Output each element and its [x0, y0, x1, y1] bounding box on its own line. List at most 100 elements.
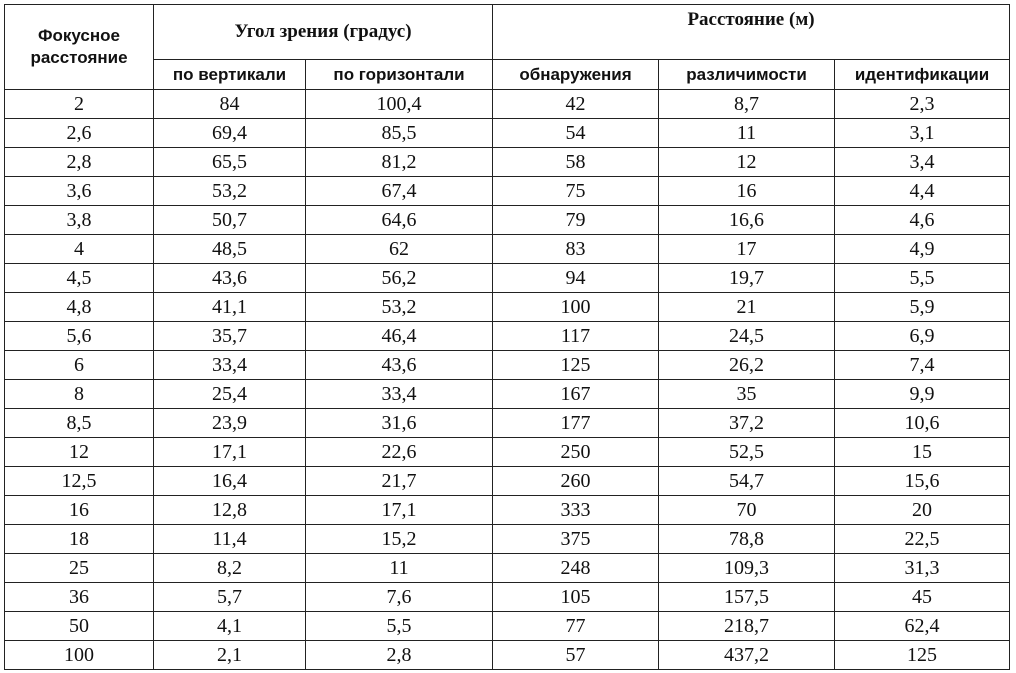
cell-horizontal-angle: 53,2 [304, 292, 494, 322]
cell-identification-distance: 62,4 [834, 611, 1011, 641]
cell-focal-length: 8 [4, 379, 154, 409]
table-row: 4 48,5 62 83 17 4,9 [4, 234, 1011, 264]
cell-detection-distance: 117 [492, 321, 660, 351]
cell-horizontal-angle: 2,8 [304, 640, 494, 670]
cell-horizontal-angle: 17,1 [304, 495, 494, 525]
cell-vertical-angle: 41,1 [153, 292, 306, 322]
cell-detection-distance: 79 [492, 205, 660, 235]
cell-detection-distance: 57 [492, 640, 660, 670]
cell-horizontal-angle: 56,2 [304, 263, 494, 293]
table-row: 2,8 65,5 81,2 58 12 3,4 [4, 147, 1011, 177]
cell-detection-distance: 333 [492, 495, 660, 525]
header-horizontal: по горизонтали [304, 59, 494, 90]
table-row: 2,6 69,4 85,5 54 11 3,1 [4, 118, 1011, 148]
cell-vertical-angle: 2,1 [153, 640, 306, 670]
cell-distinguishability-distance: 54,7 [658, 466, 836, 496]
cell-distinguishability-distance: 17 [658, 234, 836, 264]
table-row: 16 12,8 17,1 333 70 20 [4, 495, 1011, 525]
cell-detection-distance: 375 [492, 524, 660, 554]
cell-horizontal-angle: 33,4 [304, 379, 494, 409]
cell-distinguishability-distance: 24,5 [658, 321, 836, 351]
cell-vertical-angle: 8,2 [153, 553, 306, 583]
cell-identification-distance: 31,3 [834, 553, 1011, 583]
cell-identification-distance: 4,9 [834, 234, 1011, 264]
cell-vertical-angle: 4,1 [153, 611, 306, 641]
cell-distinguishability-distance: 11 [658, 118, 836, 148]
table-row: 8 25,4 33,4 167 35 9,9 [4, 379, 1011, 409]
cell-vertical-angle: 69,4 [153, 118, 306, 148]
cell-detection-distance: 75 [492, 176, 660, 206]
cell-focal-length: 5,6 [4, 321, 154, 351]
table-row: 4,8 41,1 53,2 100 21 5,9 [4, 292, 1011, 322]
cell-vertical-angle: 35,7 [153, 321, 306, 351]
cell-vertical-angle: 25,4 [153, 379, 306, 409]
cell-distinguishability-distance: 12 [658, 147, 836, 177]
cell-distinguishability-distance: 157,5 [658, 582, 836, 612]
cell-vertical-angle: 12,8 [153, 495, 306, 525]
table-row: 3,8 50,7 64,6 79 16,6 4,6 [4, 205, 1011, 235]
cell-focal-length: 8,5 [4, 408, 154, 438]
header-focal-length: Фокусное расстояние [4, 4, 154, 90]
lens-spec-table: Фокусное расстояние Угол зрения (градус)… [4, 4, 1011, 670]
cell-detection-distance: 105 [492, 582, 660, 612]
cell-horizontal-angle: 11 [304, 553, 494, 583]
cell-focal-length: 50 [4, 611, 154, 641]
cell-detection-distance: 250 [492, 437, 660, 467]
cell-focal-length: 18 [4, 524, 154, 554]
table-row: 3,6 53,2 67,4 75 16 4,4 [4, 176, 1011, 206]
cell-detection-distance: 167 [492, 379, 660, 409]
cell-horizontal-angle: 85,5 [304, 118, 494, 148]
table-header: Фокусное расстояние Угол зрения (градус)… [4, 4, 1011, 90]
table-row: 2 84 100,4 42 8,7 2,3 [4, 89, 1011, 119]
header-vertical: по вертикали [153, 59, 306, 90]
cell-focal-length: 12,5 [4, 466, 154, 496]
cell-focal-length: 2,6 [4, 118, 154, 148]
table-row: 25 8,2 11 248 109,3 31,3 [4, 553, 1011, 583]
table-row: 18 11,4 15,2 375 78,8 22,5 [4, 524, 1011, 554]
cell-vertical-angle: 65,5 [153, 147, 306, 177]
cell-distinguishability-distance: 52,5 [658, 437, 836, 467]
cell-distinguishability-distance: 8,7 [658, 89, 836, 119]
cell-distinguishability-distance: 109,3 [658, 553, 836, 583]
cell-horizontal-angle: 100,4 [304, 89, 494, 119]
cell-horizontal-angle: 15,2 [304, 524, 494, 554]
cell-distinguishability-distance: 19,7 [658, 263, 836, 293]
cell-distinguishability-distance: 37,2 [658, 408, 836, 438]
cell-identification-distance: 15 [834, 437, 1011, 467]
table-row: 12 17,1 22,6 250 52,5 15 [4, 437, 1011, 467]
cell-detection-distance: 77 [492, 611, 660, 641]
table-body: 2 84 100,4 42 8,7 2,3 2,6 69,4 85,5 54 11 3,1 2,8 65,… [4, 89, 1011, 670]
table-row: 6 33,4 43,6 125 26,2 7,4 [4, 350, 1011, 380]
cell-focal-length: 2 [4, 89, 154, 119]
cell-horizontal-angle: 43,6 [304, 350, 494, 380]
table-row: 36 5,7 7,6 105 157,5 45 [4, 582, 1011, 612]
cell-identification-distance: 4,4 [834, 176, 1011, 206]
cell-focal-length: 25 [4, 553, 154, 583]
table-row: 12,5 16,4 21,7 260 54,7 15,6 [4, 466, 1011, 496]
cell-vertical-angle: 84 [153, 89, 306, 119]
cell-horizontal-angle: 81,2 [304, 147, 494, 177]
cell-horizontal-angle: 5,5 [304, 611, 494, 641]
cell-distinguishability-distance: 70 [658, 495, 836, 525]
cell-focal-length: 4,8 [4, 292, 154, 322]
cell-detection-distance: 248 [492, 553, 660, 583]
cell-vertical-angle: 43,6 [153, 263, 306, 293]
cell-detection-distance: 260 [492, 466, 660, 496]
cell-horizontal-angle: 31,6 [304, 408, 494, 438]
cell-focal-length: 4,5 [4, 263, 154, 293]
cell-focal-length: 100 [4, 640, 154, 670]
header-view-angle: Угол зрения (градус) [152, 4, 494, 60]
cell-identification-distance: 7,4 [834, 350, 1011, 380]
cell-identification-distance: 9,9 [834, 379, 1011, 409]
cell-identification-distance: 3,4 [834, 147, 1011, 177]
cell-distinguishability-distance: 35 [658, 379, 836, 409]
cell-identification-distance: 5,9 [834, 292, 1011, 322]
cell-distinguishability-distance: 26,2 [658, 350, 836, 380]
header-detection: обнаружения [492, 59, 660, 90]
cell-focal-length: 2,8 [4, 147, 154, 177]
cell-detection-distance: 94 [492, 263, 660, 293]
cell-distinguishability-distance: 218,7 [658, 611, 836, 641]
cell-identification-distance: 125 [834, 640, 1011, 670]
cell-identification-distance: 5,5 [834, 263, 1011, 293]
cell-focal-length: 3,8 [4, 205, 154, 235]
